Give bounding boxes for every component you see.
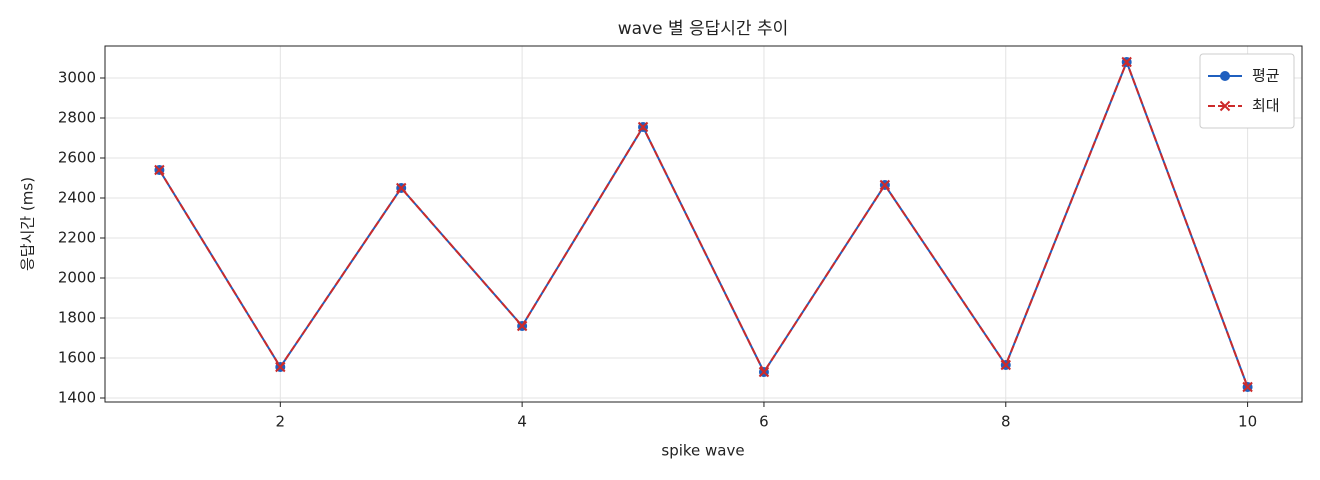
y-tick-label: 1400 xyxy=(58,389,96,407)
legend-label: 최대 xyxy=(1252,97,1280,115)
point xyxy=(1000,359,1011,371)
x-axis-label: spike wave xyxy=(661,442,744,460)
y-tick-label: 2600 xyxy=(58,149,96,167)
point xyxy=(637,121,649,133)
series-line xyxy=(158,59,1249,388)
legend-box xyxy=(1199,53,1295,129)
legend-label: 평균 xyxy=(1252,67,1280,85)
y-tick-label: 2800 xyxy=(58,109,96,127)
y-tick-label: 2000 xyxy=(58,269,96,287)
point xyxy=(1121,56,1132,68)
plot-frame xyxy=(104,45,1303,403)
y-tick-label: 3000 xyxy=(58,69,96,87)
x-tick-label: 2 xyxy=(276,413,286,431)
point xyxy=(275,361,286,373)
y-tick-label: 1600 xyxy=(58,349,96,367)
series-line xyxy=(158,59,1249,388)
x-tick-label: 8 xyxy=(1001,413,1011,431)
y-tick-label: 1800 xyxy=(58,309,96,327)
point xyxy=(516,320,528,332)
y-axis-label: 응답시간 (ms) xyxy=(19,177,37,271)
legend-marker xyxy=(1220,71,1230,81)
point xyxy=(1242,381,1253,393)
x-tick-label: 6 xyxy=(759,413,769,431)
point xyxy=(154,164,165,176)
point xyxy=(879,179,891,191)
point xyxy=(396,182,407,194)
chart-title: wave 별 응답시간 추이 xyxy=(618,19,789,39)
y-tick-label: 2200 xyxy=(58,229,96,247)
x-tick-label: 4 xyxy=(517,413,527,431)
x-tick-label: 10 xyxy=(1238,413,1257,431)
point xyxy=(758,366,770,378)
legend-marker xyxy=(1219,100,1231,112)
y-tick-label: 2400 xyxy=(58,189,96,207)
